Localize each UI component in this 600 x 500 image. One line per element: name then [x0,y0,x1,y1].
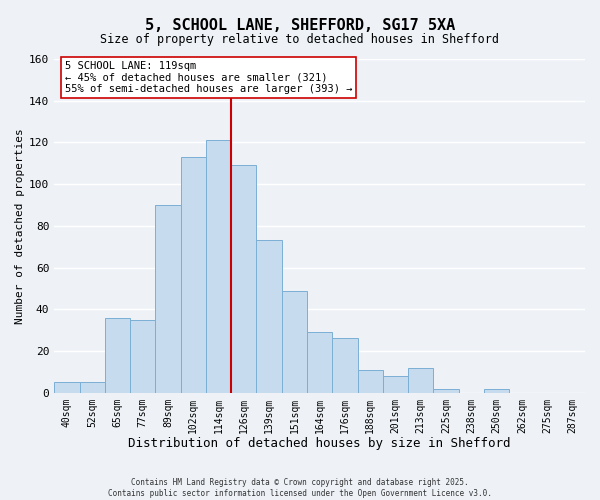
Bar [231,166,256,392]
Bar [433,388,458,392]
Bar [130,320,155,392]
Bar [484,388,509,392]
Bar [105,318,130,392]
Bar [54,382,80,392]
Bar [383,376,408,392]
Text: Size of property relative to detached houses in Shefford: Size of property relative to detached ho… [101,32,499,46]
Bar [332,338,358,392]
Bar [80,382,105,392]
Text: 5, SCHOOL LANE, SHEFFORD, SG17 5XA: 5, SCHOOL LANE, SHEFFORD, SG17 5XA [145,18,455,32]
Text: 5 SCHOOL LANE: 119sqm
← 45% of detached houses are smaller (321)
55% of semi-det: 5 SCHOOL LANE: 119sqm ← 45% of detached … [65,60,352,94]
Bar [181,157,206,392]
Bar [282,290,307,392]
Bar [206,140,231,392]
Bar [408,368,433,392]
Y-axis label: Number of detached properties: Number of detached properties [15,128,25,324]
Bar [155,205,181,392]
Bar [256,240,282,392]
Bar [358,370,383,392]
Text: Contains HM Land Registry data © Crown copyright and database right 2025.
Contai: Contains HM Land Registry data © Crown c… [108,478,492,498]
Bar [307,332,332,392]
X-axis label: Distribution of detached houses by size in Shefford: Distribution of detached houses by size … [128,437,511,450]
